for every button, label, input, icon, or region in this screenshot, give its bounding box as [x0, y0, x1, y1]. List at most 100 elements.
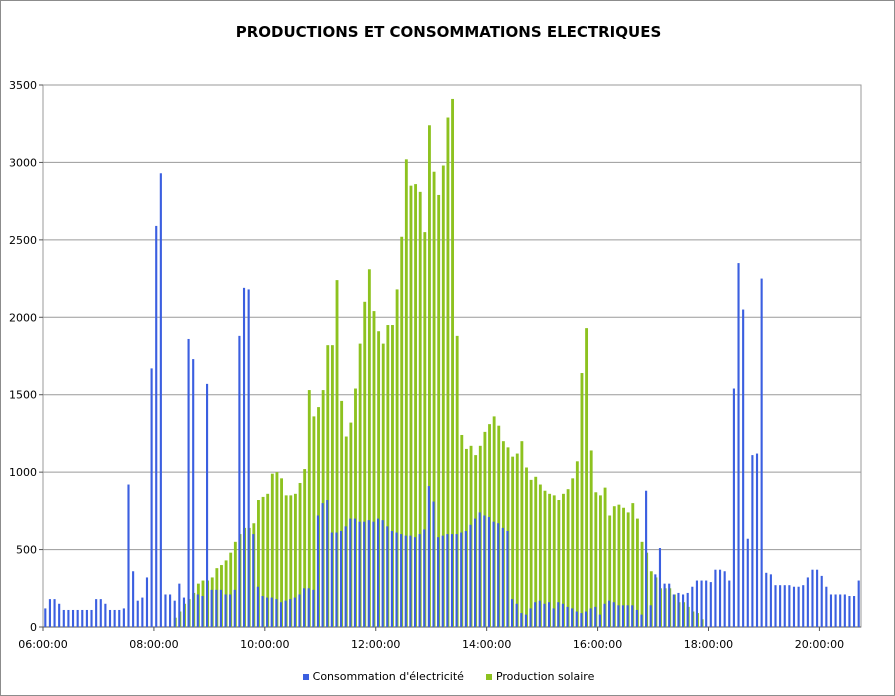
- bar-production-solaire: [400, 236, 404, 627]
- bar-consommation: [464, 530, 467, 627]
- bar-consommation: [307, 588, 310, 627]
- bar-consommation: [252, 534, 255, 627]
- bar-production-solaire: [340, 400, 344, 627]
- bar-production-solaire: [330, 345, 334, 627]
- bar-consommation: [136, 600, 139, 627]
- bar-production-solaire: [585, 328, 589, 627]
- bar-consommation: [81, 609, 84, 627]
- bar-production-solaire: [631, 503, 635, 627]
- bar-consommation: [353, 518, 357, 627]
- bar-production-solaire: [261, 496, 265, 627]
- bar-consommation: [732, 388, 735, 627]
- bar-consommation: [215, 589, 218, 627]
- bar-production-solaire: [284, 495, 288, 627]
- bar-production-solaire: [354, 388, 357, 627]
- bar-consommation: [145, 577, 149, 627]
- bar-consommation: [242, 287, 246, 627]
- legend-swatch-production: [485, 673, 492, 680]
- bar-consommation: [219, 589, 222, 627]
- legend-label-consommation: Consommation d'électricité: [312, 670, 464, 683]
- bar-production-solaire: [395, 289, 399, 627]
- y-tick-label: 500: [16, 544, 37, 557]
- bar-consommation: [769, 574, 772, 627]
- bar-consommation: [580, 613, 583, 627]
- bar-production-solaire: [432, 171, 436, 627]
- bar-consommation: [547, 602, 551, 627]
- bar-consommation: [141, 597, 144, 627]
- bar-production-solaire: [266, 493, 270, 627]
- bar-consommation: [843, 594, 846, 627]
- bar-production-solaire: [391, 325, 394, 627]
- bar-production-solaire: [455, 335, 459, 627]
- bar-consommation: [742, 309, 745, 627]
- bar-production-solaire: [363, 301, 367, 627]
- bar-consommation: [413, 537, 417, 627]
- bar-consommation: [275, 599, 278, 627]
- bar-production-solaire: [511, 456, 515, 627]
- bar-consommation: [437, 537, 440, 627]
- bar-production-solaire: [603, 487, 607, 627]
- bar-consommation: [48, 599, 51, 627]
- bar-consommation: [427, 486, 430, 627]
- bar-consommation: [658, 548, 662, 627]
- bar-production-solaire: [451, 98, 454, 628]
- bar-production-solaire: [557, 500, 561, 627]
- bar-consommation: [626, 605, 629, 627]
- bar-consommation: [316, 515, 320, 627]
- bar-production-solaire: [423, 232, 427, 627]
- bar-consommation: [802, 585, 805, 627]
- bar-production-solaire: [640, 541, 644, 627]
- bar-production-solaire: [534, 476, 538, 627]
- bar-consommation: [71, 609, 75, 627]
- bar-consommation: [104, 603, 107, 627]
- bar-production-solaire: [303, 469, 307, 627]
- bar-production-solaire: [622, 507, 625, 627]
- chart-title: PRODUCTIONS ET CONSOMMATIONS ELECTRIQUES: [235, 23, 662, 41]
- bar-consommation: [686, 592, 689, 627]
- bar-consommation: [645, 490, 648, 627]
- bar-consommation: [432, 501, 435, 627]
- bar-consommation: [196, 594, 199, 627]
- bar-consommation: [478, 512, 481, 627]
- bar-consommation: [44, 608, 47, 627]
- bar-consommation: [441, 535, 444, 627]
- bar-consommation: [640, 614, 643, 627]
- bar-consommation: [460, 532, 463, 627]
- bar-consommation: [261, 596, 264, 627]
- bar-consommation: [506, 530, 509, 627]
- legend-item-consommation: Consommation d'électricité: [302, 670, 464, 683]
- bar-production-solaire: [312, 416, 316, 627]
- bar-production-solaire: [520, 441, 524, 627]
- y-tick-label: 1500: [9, 389, 37, 402]
- bar-production-solaire: [552, 495, 556, 627]
- bar-consommation: [418, 534, 421, 627]
- bar-production-solaire: [571, 478, 575, 627]
- bar-consommation: [58, 603, 61, 627]
- bar-production-solaire: [229, 552, 233, 627]
- bar-consommation: [598, 614, 601, 627]
- bar-consommation: [118, 609, 121, 627]
- bar-consommation: [312, 589, 315, 627]
- bar-production-solaire: [460, 434, 464, 627]
- bar-consommation: [755, 453, 759, 627]
- bar-consommation: [76, 609, 79, 627]
- bar-consommation: [335, 532, 338, 627]
- bar-consommation: [783, 585, 786, 627]
- bar-consommation: [182, 597, 186, 627]
- bar-consommation: [774, 585, 777, 627]
- bar-consommation: [829, 594, 833, 627]
- bar-production-solaire: [233, 541, 237, 627]
- bar-production-solaire: [275, 472, 279, 627]
- bar-consommation: [825, 586, 828, 627]
- legend-label-production: Production solaire: [495, 670, 595, 683]
- bar-consommation: [649, 605, 652, 627]
- bar-consommation: [561, 603, 564, 627]
- bar-consommation: [654, 574, 657, 627]
- bar-production-solaire: [335, 280, 339, 627]
- y-tick-label: 3500: [9, 79, 37, 92]
- bar-consommation: [132, 571, 135, 627]
- x-tick-label: 18:00:00: [684, 638, 733, 651]
- bar-consommation: [737, 263, 740, 627]
- bar-consommation: [834, 594, 837, 627]
- bar-consommation: [326, 500, 329, 627]
